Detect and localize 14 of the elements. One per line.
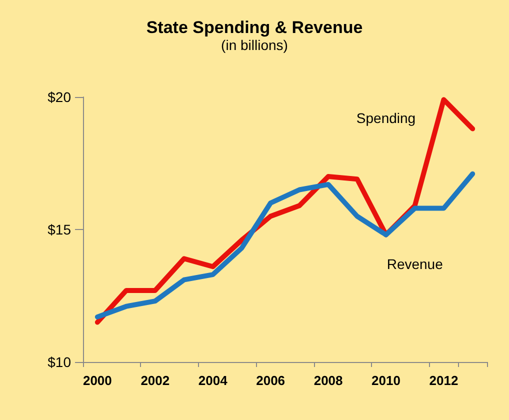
x-tick-label: 2002 [140, 373, 170, 388]
series-label: Revenue [386, 256, 444, 272]
chart-title: State Spending & Revenue [146, 18, 363, 37]
y-tick-label: $15 [48, 222, 72, 238]
y-tick-label: $20 [48, 89, 72, 105]
x-tick-label: 2008 [314, 373, 343, 388]
x-tick-label: 2004 [198, 373, 228, 388]
x-tick-label: 2010 [372, 373, 400, 388]
x-tick-label: 2000 [82, 373, 112, 388]
y-tick-label: $10 [48, 354, 72, 370]
chart-subtitle: (in billions) [221, 37, 288, 53]
x-tick-label: 2006 [256, 373, 286, 388]
x-tick-label: 2012 [429, 373, 458, 388]
series-label: Spending [356, 110, 416, 126]
